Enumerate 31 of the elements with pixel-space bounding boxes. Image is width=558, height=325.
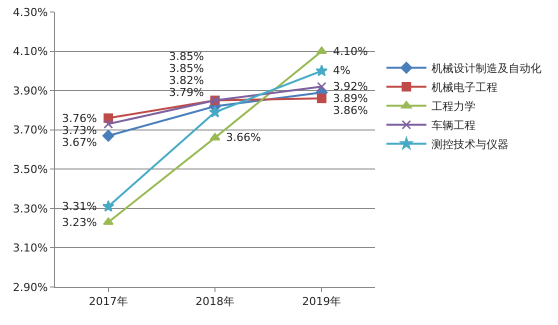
y-tick-label: 3.30% (12, 202, 48, 216)
y-tick-label: 4.10% (12, 45, 48, 58)
legend-label: 工程力学 (431, 100, 476, 114)
y-tick-label: 3.10% (12, 242, 48, 255)
legend-label: 车辆工程 (431, 119, 476, 132)
data-label: 3.85% (169, 62, 204, 75)
x-tick-label: 2019年 (302, 295, 342, 308)
x-tick-label: 2018年 (196, 295, 234, 308)
data-label: 3.67% (62, 136, 97, 149)
data-label: 3.73% (62, 124, 97, 137)
data-label: 3.85% (169, 50, 204, 63)
data-label: 3.31% (62, 200, 97, 213)
legend-label: 测控技术与仪器 (431, 138, 508, 152)
y-tick-label: 2.90% (12, 280, 48, 294)
data-label: 3.66% (226, 131, 261, 144)
data-label: 4% (333, 64, 350, 77)
data-label: 3.23% (62, 216, 97, 229)
data-label: 3.76% (62, 112, 97, 125)
data-label: 3.89% (333, 92, 368, 105)
y-tick-label: 3.70% (12, 124, 48, 137)
data-label: 3.79% (169, 86, 204, 99)
x-tick-label: 2017年 (88, 295, 128, 308)
data-label: 3.86% (333, 104, 368, 117)
legend-label: 机械设计制造及自动化 (431, 62, 542, 76)
y-tick-label: 3.90% (12, 84, 48, 98)
data-label: 3.92% (333, 80, 368, 93)
data-label: 4.10% (333, 45, 368, 58)
y-tick-label: 3.50% (12, 162, 48, 176)
y-tick-label: 4.30% (12, 6, 48, 19)
legend-label: 机械电子工程 (431, 81, 498, 94)
data-label: 3.82% (169, 74, 204, 87)
